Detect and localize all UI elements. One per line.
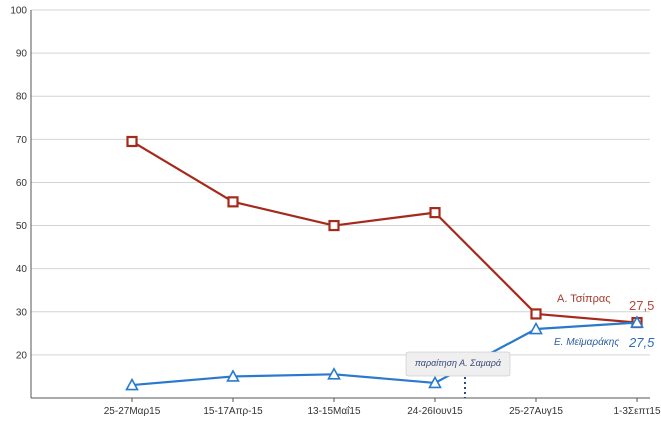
- data-point-square: [227, 196, 239, 208]
- end-value-tsipras: 27,5: [629, 298, 654, 313]
- data-point-triangle: [226, 369, 240, 382]
- series-label-tsipras: Α. Τσίπρας: [557, 293, 611, 305]
- y-tick-label: 80: [16, 92, 28, 103]
- data-point-triangle: [327, 367, 341, 380]
- y-tick-label: 50: [16, 221, 28, 232]
- series-line-1: [131, 140, 638, 324]
- event-annotation: παραίτηση Α. Σαμαρά: [405, 351, 511, 377]
- x-tick-label: 25-27Μαρ15: [104, 406, 161, 417]
- series-label-meimarakis: Ε. Μεϊμαράκης: [554, 336, 619, 348]
- data-point-square: [530, 308, 542, 320]
- x-tick-label: 24-26Ιουν15: [407, 406, 463, 417]
- y-tick-label: 90: [16, 49, 28, 60]
- y-tick-label: 70: [16, 135, 28, 146]
- end-value-meimarakis: 27,5: [628, 335, 655, 350]
- data-point-square: [429, 207, 441, 219]
- data-point-square: [126, 135, 138, 148]
- y-tick-label: 20: [16, 350, 28, 361]
- series-line-2: [131, 321, 638, 387]
- x-tick-label: 25-27Αυγ15: [509, 406, 563, 417]
- y-tick-label: 40: [16, 264, 28, 275]
- annotation-box: [405, 351, 511, 377]
- data-point-square: [328, 219, 340, 232]
- series-layer: [125, 135, 644, 391]
- data-point-triangle: [630, 315, 644, 328]
- data-point-triangle: [125, 377, 139, 391]
- x-tick-label: 13-15Μαΐ15: [307, 405, 360, 417]
- y-axis-ticks: 20 30 40 50 60 70 80 90 100: [10, 6, 27, 362]
- x-tick-label: 1-3Σεπτ15: [613, 406, 661, 417]
- y-tick-label: 30: [16, 307, 28, 318]
- annotation-text: παραίτηση Α. Σαμαρά: [415, 358, 502, 368]
- x-tick-label: 15-17Απρ-15: [203, 406, 263, 417]
- y-tick-label: 60: [16, 178, 28, 189]
- y-tick-label: 100: [10, 6, 27, 17]
- data-point-triangle: [428, 375, 442, 389]
- x-axis-ticks: 25-27Μαρ15 15-17Απρ-15 13-15Μαΐ15 24-26Ιουν…: [104, 398, 661, 417]
- data-point-triangle: [529, 321, 543, 335]
